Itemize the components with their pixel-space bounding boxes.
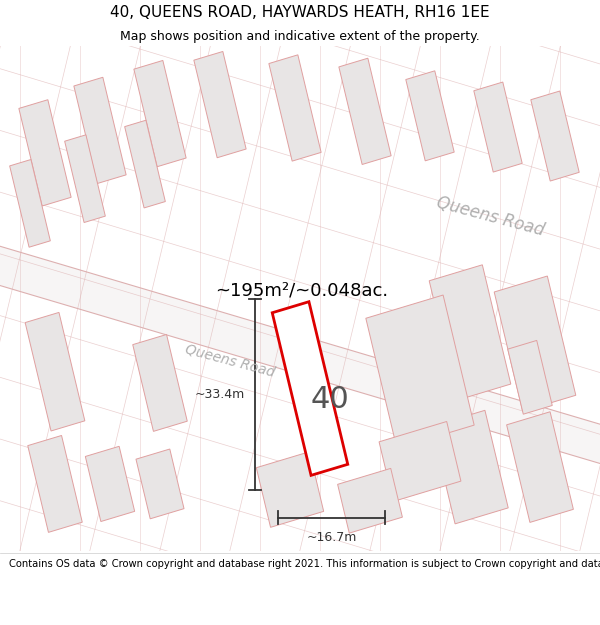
Polygon shape bbox=[531, 91, 579, 181]
Polygon shape bbox=[133, 334, 187, 431]
Text: ~16.7m: ~16.7m bbox=[307, 531, 356, 544]
Text: ~33.4m: ~33.4m bbox=[195, 388, 245, 401]
Polygon shape bbox=[432, 411, 508, 524]
Polygon shape bbox=[272, 302, 348, 476]
Polygon shape bbox=[256, 452, 323, 528]
Polygon shape bbox=[65, 135, 106, 222]
Polygon shape bbox=[25, 312, 85, 431]
Polygon shape bbox=[19, 100, 71, 206]
Text: Queens Road: Queens Road bbox=[184, 342, 277, 379]
Polygon shape bbox=[338, 468, 403, 533]
Polygon shape bbox=[28, 436, 82, 532]
Polygon shape bbox=[506, 412, 574, 522]
Polygon shape bbox=[194, 51, 246, 158]
Text: Map shows position and indicative extent of the property.: Map shows position and indicative extent… bbox=[120, 29, 480, 42]
Polygon shape bbox=[136, 449, 184, 519]
Text: 40: 40 bbox=[311, 385, 349, 414]
Polygon shape bbox=[429, 265, 511, 400]
Polygon shape bbox=[10, 159, 50, 248]
Text: 40, QUEENS ROAD, HAYWARDS HEATH, RH16 1EE: 40, QUEENS ROAD, HAYWARDS HEATH, RH16 1E… bbox=[110, 6, 490, 21]
Polygon shape bbox=[339, 58, 391, 164]
Polygon shape bbox=[494, 276, 576, 411]
Text: Queens Road: Queens Road bbox=[434, 194, 546, 240]
Polygon shape bbox=[508, 341, 552, 414]
Polygon shape bbox=[474, 82, 522, 172]
Text: Contains OS data © Crown copyright and database right 2021. This information is : Contains OS data © Crown copyright and d… bbox=[9, 559, 600, 569]
Polygon shape bbox=[0, 231, 600, 478]
Polygon shape bbox=[366, 295, 474, 448]
Polygon shape bbox=[134, 61, 186, 167]
Polygon shape bbox=[74, 78, 126, 184]
Polygon shape bbox=[125, 120, 166, 208]
Text: ~195m²/~0.048ac.: ~195m²/~0.048ac. bbox=[215, 282, 388, 300]
Polygon shape bbox=[269, 55, 321, 161]
Polygon shape bbox=[406, 71, 454, 161]
Polygon shape bbox=[85, 446, 134, 521]
Polygon shape bbox=[379, 421, 461, 501]
